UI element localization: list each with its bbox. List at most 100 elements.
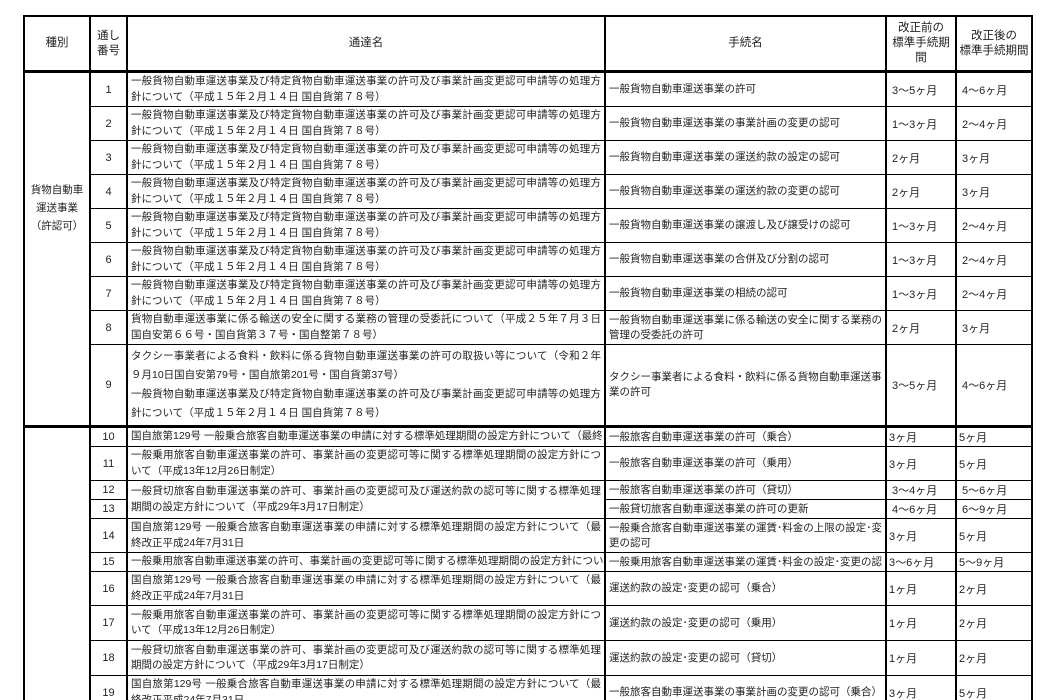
serial-cell: 11 bbox=[89, 446, 128, 481]
table-row: 9 タクシー事業者による食料・飲料に係る貨物自動車運送事業の許可の取扱い等につい… bbox=[24, 344, 1033, 427]
period-after-cell: 2ヶ月 bbox=[955, 640, 1033, 676]
period-after-cell: 5～6ヶ月 bbox=[955, 480, 1033, 500]
table-row: 16 国自旅第129号 一般乗合旅客自動車運送事業の申請に対する標準処理期間の設… bbox=[24, 571, 1033, 606]
serial-cell: 4 bbox=[89, 174, 128, 209]
period-after-cell: 5～9ヶ月 bbox=[955, 552, 1033, 572]
table-row: 18 一般貸切旅客自動車運送事業の許可、事業計画の変更認可及び運送約款の認可等に… bbox=[24, 640, 1033, 676]
period-after-cell: 3ヶ月 bbox=[955, 174, 1033, 209]
notice-cell: 一般貸切旅客自動車運送事業の許可、事業計画の変更認可及び運送約款の認可等に関する… bbox=[126, 640, 606, 676]
period-before-cell: 1～3ヶ月 bbox=[885, 208, 957, 243]
period-after-cell: 5ヶ月 bbox=[955, 675, 1033, 700]
col-header-procedure: 手続名 bbox=[604, 15, 887, 73]
procedure-cell: 一般貨物自動車運送事業の合併及び分割の認可 bbox=[604, 242, 887, 277]
procedure-cell: 運送約款の設定･変更の認可（乗用） bbox=[604, 605, 887, 641]
notice-cell: 貨物自動車運送事業に係る輸送の安全に関する業務の管理の受委託について（平成２５年… bbox=[126, 310, 606, 345]
period-after-cell: 4～6ヶ月 bbox=[955, 71, 1033, 107]
table-row: 5 一般貨物自動車運送事業及び特定貨物自動車運送事業の許可及び事業計画変更認可申… bbox=[24, 208, 1033, 243]
serial-cell: 14 bbox=[89, 518, 128, 553]
period-before-cell: 3ヶ月 bbox=[885, 446, 957, 481]
procedure-cell: 一般旅客自動車運送事業の事業計画の変更の認可（乗合） bbox=[604, 675, 887, 700]
table-row: 15 一般乗用旅客自動車運送事業の許可、事業計画の変更認可等に関する標準処理期間… bbox=[24, 552, 1033, 572]
period-after-cell: 2～4ヶ月 bbox=[955, 242, 1033, 277]
period-before-cell: 1ヶ月 bbox=[885, 640, 957, 676]
table-row: 10 国自旅第129号 一般乗合旅客自動車運送事業の申請に対する標準処理期間の設… bbox=[23, 425, 1033, 700]
serial-cell: 10 bbox=[89, 425, 128, 447]
serial-cell: 6 bbox=[89, 242, 128, 277]
table-row: 4 一般貨物自動車運送事業及び特定貨物自動車運送事業の許可及び事業計画変更認可申… bbox=[24, 174, 1033, 209]
notice-cell: 一般乗用旅客自動車運送事業の許可、事業計画の変更認可等に関する標準処理期間の設定… bbox=[126, 446, 606, 481]
serial-cell: 2 bbox=[89, 106, 128, 141]
procedure-cell: 一般貨物自動車運送事業に係る輸送の安全に関する業務の管理の受委託の許可 bbox=[604, 310, 887, 345]
col-header-notice: 通達名 bbox=[126, 15, 606, 73]
notice-cell: 国自旅第129号 一般乗合旅客自動車運送事業の申請に対する標準処理期間の設定方針… bbox=[126, 675, 606, 700]
period-before-cell: 3～6ヶ月 bbox=[885, 552, 957, 572]
col-header-before: 改正前の 標準手続期間 bbox=[885, 15, 957, 73]
notice-cell: 一般貨物自動車運送事業及び特定貨物自動車運送事業の許可及び事業計画変更認可申請等… bbox=[126, 276, 606, 311]
procedure-cell: 一般旅客自動車運送事業の許可（乗合） bbox=[604, 425, 887, 447]
procedure-cell: 一般貨物自動車運送事業の運送約款の設定の認可 bbox=[604, 140, 887, 175]
period-after-cell: 6～9ヶ月 bbox=[955, 499, 1033, 519]
procedure-cell: 一般貨物自動車運送事業の許可 bbox=[604, 71, 887, 107]
procedure-cell: 一般貸切旅客自動車運送事業の許可の更新 bbox=[604, 499, 887, 519]
col-header-serial: 通し 番号 bbox=[89, 15, 128, 73]
table-row: 12 一般貸切旅客自動車運送事業の許可、事業計画の変更認可及び運送約款の認可等に… bbox=[24, 480, 1033, 519]
procedure-period-table: 種別 通し 番号 通達名 手続名 改正前の 標準手続期間 改正後の 標準手続期間 貨物… bbox=[23, 15, 1033, 700]
period-before-cell: 2ヶ月 bbox=[885, 310, 957, 345]
table-row: 2 一般貨物自動車運送事業及び特定貨物自動車運送事業の許可及び事業計画変更認可申… bbox=[24, 106, 1033, 141]
table-row: 3 一般貨物自動車運送事業及び特定貨物自動車運送事業の許可及び事業計画変更認可申… bbox=[24, 140, 1033, 175]
period-before-cell: 3ヶ月 bbox=[885, 675, 957, 700]
serial-cell: 18 bbox=[89, 640, 128, 676]
procedure-cell: タクシー事業者による食料・飲料に係る貨物自動車運送事業の許可 bbox=[604, 344, 887, 427]
document-page: 種別 通し 番号 通達名 手続名 改正前の 標準手続期間 改正後の 標準手続期間 貨物… bbox=[23, 15, 1039, 700]
notice-cell: 国自旅第129号 一般乗合旅客自動車運送事業の申請に対する標準処理期間の設定方針… bbox=[126, 425, 606, 447]
serial-cell: 15 bbox=[89, 552, 128, 572]
period-before-cell: 2ヶ月 bbox=[885, 140, 957, 175]
procedure-cell: 一般乗用旅客自動車運送事業の運賃･料金の設定･変更の認 bbox=[604, 552, 887, 572]
period-before-cell: 1ヶ月 bbox=[885, 571, 957, 606]
procedure-cell: 一般貨物自動車運送事業の運送約款の変更の認可 bbox=[604, 174, 887, 209]
procedure-cell: 一般旅客自動車運送事業の許可（乗用） bbox=[604, 446, 887, 481]
serial-cell: 16 bbox=[89, 571, 128, 606]
period-after-cell: 3ヶ月 bbox=[955, 140, 1033, 175]
procedure-cell: 一般乗合旅客自動車運送事業の運賃･料金の上限の設定･変更の認可 bbox=[604, 518, 887, 553]
period-before-cell: 1～3ヶ月 bbox=[885, 276, 957, 311]
notice-cell: 一般乗用旅客自動車運送事業の許可、事業計画の変更認可等に関する標準処理期間の設定… bbox=[126, 552, 606, 572]
period-after-cell: 5ヶ月 bbox=[955, 446, 1033, 481]
period-before-cell: 3ヶ月 bbox=[885, 425, 957, 447]
table-row: 6 一般貨物自動車運送事業及び特定貨物自動車運送事業の許可及び事業計画変更認可申… bbox=[24, 242, 1033, 277]
procedure-cell: 一般貨物自動車運送事業の相続の認可 bbox=[604, 276, 887, 311]
notice-cell: 一般貨物自動車運送事業及び特定貨物自動車運送事業の許可及び事業計画変更認可申請等… bbox=[126, 140, 606, 175]
notice-cell: 一般貨物自動車運送事業及び特定貨物自動車運送事業の許可及び事業計画変更認可申請等… bbox=[126, 106, 606, 141]
procedure-cell: 運送約款の設定･変更の認可（貸切） bbox=[604, 640, 887, 676]
category-cell bbox=[23, 425, 91, 700]
serial-cell: 19 bbox=[89, 675, 128, 700]
period-before-cell: 4～6ヶ月 bbox=[885, 499, 957, 519]
table-row: 17 一般乗用旅客自動車運送事業の許可、事業計画の変更認可等に関する標準処理期間… bbox=[24, 605, 1033, 641]
serial-cell: 9 bbox=[89, 344, 128, 427]
serial-cell: 5 bbox=[89, 208, 128, 243]
period-after-cell: 5ヶ月 bbox=[955, 518, 1033, 553]
serial-cell: 13 bbox=[89, 499, 128, 519]
serial-cell: 12 bbox=[89, 480, 128, 500]
period-before-cell: 2ヶ月 bbox=[885, 174, 957, 209]
period-after-cell: 4～6ヶ月 bbox=[955, 344, 1033, 427]
period-after-cell: 2～4ヶ月 bbox=[955, 106, 1033, 141]
notice-cell: 国自旅第129号 一般乗合旅客自動車運送事業の申請に対する標準処理期間の設定方針… bbox=[126, 518, 606, 553]
period-after-cell: 3ヶ月 bbox=[955, 310, 1033, 345]
period-after-cell: 2～4ヶ月 bbox=[955, 276, 1033, 311]
notice-cell: 一般貨物自動車運送事業及び特定貨物自動車運送事業の許可及び事業計画変更認可申請等… bbox=[126, 71, 606, 107]
notice-cell: 一般貨物自動車運送事業及び特定貨物自動車運送事業の許可及び事業計画変更認可申請等… bbox=[126, 174, 606, 209]
serial-cell: 17 bbox=[89, 605, 128, 641]
notice-cell: 一般乗用旅客自動車運送事業の許可、事業計画の変更認可等に関する標準処理期間の設定… bbox=[126, 605, 606, 641]
serial-cell: 1 bbox=[89, 71, 128, 107]
notice-cell: タクシー事業者による食料・飲料に係る貨物自動車運送事業の許可の取扱い等について（… bbox=[126, 344, 606, 427]
category-cell: 貨物自動車 運送事業 （許認可） bbox=[23, 71, 91, 427]
period-before-cell: 3～5ヶ月 bbox=[885, 344, 957, 427]
period-before-cell: 3～4ヶ月 bbox=[885, 480, 957, 500]
table-row: 11 一般乗用旅客自動車運送事業の許可、事業計画の変更認可等に関する標準処理期間… bbox=[24, 446, 1033, 481]
table-row: 14 国自旅第129号 一般乗合旅客自動車運送事業の申請に対する標準処理期間の設… bbox=[24, 518, 1033, 553]
table-row: 19 国自旅第129号 一般乗合旅客自動車運送事業の申請に対する標準処理期間の設… bbox=[24, 675, 1033, 700]
period-before-cell: 3～5ヶ月 bbox=[885, 71, 957, 107]
table-row: 7 一般貨物自動車運送事業及び特定貨物自動車運送事業の許可及び事業計画変更認可申… bbox=[24, 276, 1033, 311]
period-after-cell: 5ヶ月 bbox=[955, 425, 1033, 447]
